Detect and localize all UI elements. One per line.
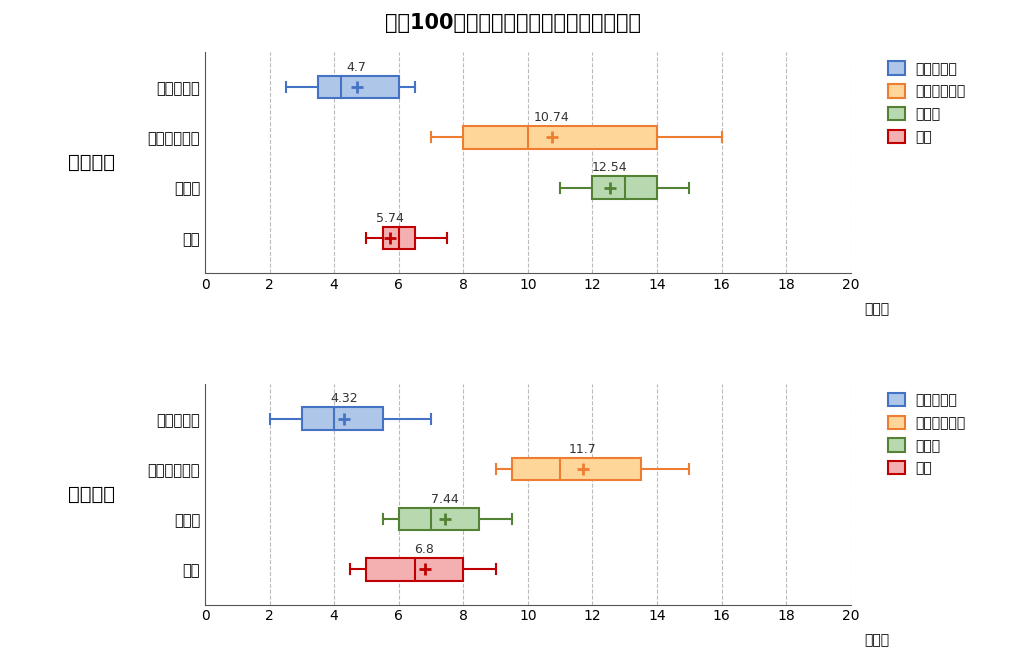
- Text: 6.8: 6.8: [415, 543, 435, 556]
- Text: 4.32: 4.32: [331, 393, 359, 406]
- Bar: [382, 227, 415, 249]
- Legend: 東大・京大, 他旧帝＆一工, 筑横千, 茨大: 東大・京大, 他旧帝＆一工, 筑横千, 茨大: [882, 55, 973, 151]
- Bar: [301, 408, 382, 430]
- Bar: [511, 458, 641, 480]
- Text: 4.7: 4.7: [346, 61, 367, 74]
- Text: 水戸一高: 水戸一高: [69, 484, 116, 504]
- Bar: [399, 508, 480, 530]
- Text: 10.74: 10.74: [534, 111, 570, 124]
- Text: 11.7: 11.7: [569, 443, 597, 456]
- Text: 土浦一高: 土浦一高: [69, 153, 116, 172]
- Bar: [463, 126, 657, 149]
- Text: 7.44: 7.44: [432, 493, 459, 506]
- X-axis label: （人）: （人）: [864, 302, 889, 316]
- Text: 生徒100名あたりの国公立の合格実績比較: 生徒100名あたりの国公立の合格実績比較: [384, 13, 641, 33]
- Bar: [367, 558, 463, 580]
- Text: 5.74: 5.74: [376, 211, 404, 224]
- Legend: 東大・京大, 他旧帝＆一工, 筑横千, 茨大: 東大・京大, 他旧帝＆一工, 筑横千, 茨大: [882, 386, 973, 482]
- Bar: [318, 76, 399, 98]
- Text: 12.54: 12.54: [592, 161, 627, 174]
- Bar: [592, 176, 657, 199]
- X-axis label: （人）: （人）: [864, 633, 889, 647]
